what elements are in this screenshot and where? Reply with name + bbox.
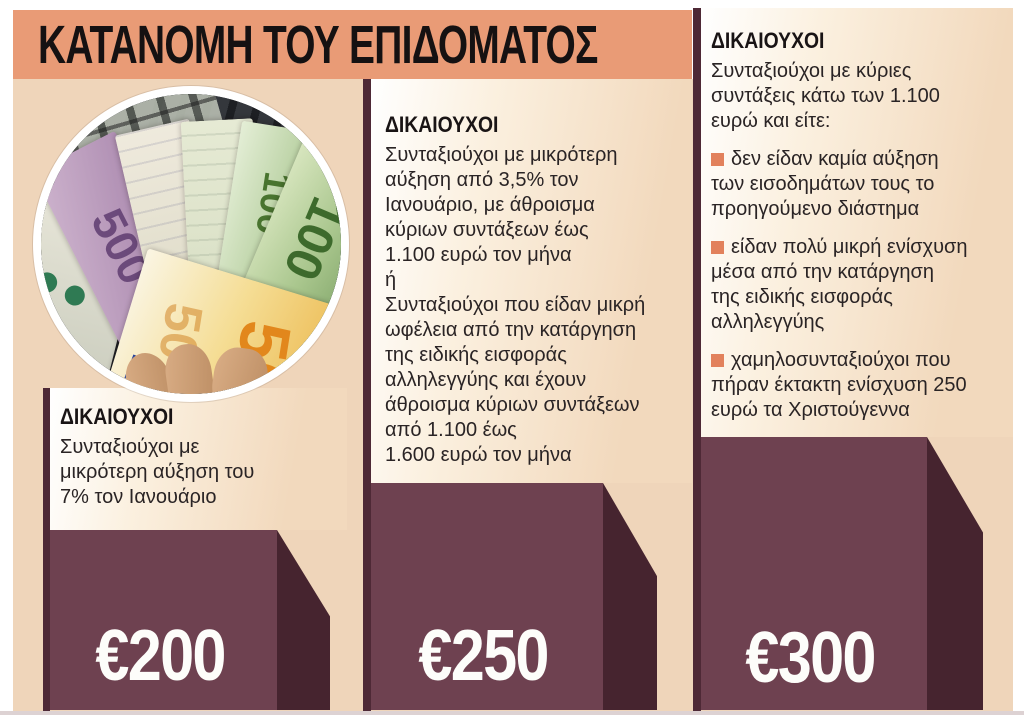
beneficiaries-paragraph-2: Συνταξιούχοι που είδαν μικρή ωφέλεια από… — [385, 294, 646, 466]
bullet-square-icon — [711, 153, 724, 166]
beneficiaries-paragraph-1: Συνταξιούχοι με μικρότερη αύξηση από 3,5… — [385, 144, 618, 266]
bar-200 — [43, 530, 330, 710]
beneficiaries-text-left: Συνταξιούχοι με μικρότερη αύξηση του 7% … — [60, 436, 255, 508]
left-text-panel — [50, 388, 347, 530]
left-divider-bar — [43, 388, 50, 711]
right-text-panel — [701, 8, 1013, 437]
hand — [118, 341, 309, 394]
title-banner: ΚΑΤΑΝΟΜΗ ΤΟΥ ΕΠΙΔΟΜΑΤΟΣ — [13, 10, 692, 79]
middle-column-text: ΔΙΚΑΙΟΥΧΟΙ Συνταξιούχοι με μικρότερη αύξ… — [385, 112, 685, 468]
page-title: ΚΑΤΑΝΟΜΗ ΤΟΥ ΕΠΙΔΟΜΑΤΟΣ — [38, 14, 598, 75]
thumb — [208, 344, 272, 394]
amount-label-300: €300 — [745, 618, 876, 698]
beneficiaries-heading-right: ΔΙΚΑΙΟΥΧΟΙ — [711, 28, 825, 53]
beneficiaries-heading-left: ΔΙΚΑΙΟΥΧΟΙ — [60, 404, 174, 429]
left-column-text: ΔΙΚΑΙΟΥΧΟΙ Συνταξιούχοι με μικρότερη αύξ… — [60, 404, 310, 510]
bar-250 — [363, 483, 657, 710]
bar-250-face — [363, 483, 603, 710]
bullet-square-icon — [711, 354, 724, 367]
beneficiaries-heading-middle: ΔΙΚΑΙΟΥΧΟΙ — [385, 112, 499, 137]
bar-250-side — [603, 483, 657, 710]
middle-divider-bar — [363, 79, 371, 711]
right-column-text: ΔΙΚΑΙΟΥΧΟΙ Συνταξιούχοι με κύριες συντάξ… — [711, 28, 1011, 423]
bar-200-face — [43, 530, 277, 710]
right-divider-bar — [693, 8, 701, 711]
bar-300-side — [927, 437, 983, 710]
bar-300-face — [693, 437, 927, 710]
middle-text-panel — [371, 79, 692, 483]
bullet-text: δεν είδαν καμία αύξηση των εισοδημάτων τ… — [711, 148, 939, 220]
bottom-rule — [0, 711, 1024, 715]
conjunction-or: ή — [385, 269, 397, 291]
bar-200-side — [277, 530, 330, 710]
bullet-text: χαμηλοσυνταξιούχοι που πήραν έκτακτη ενί… — [711, 349, 967, 421]
banknote-100-b-label: 100 — [272, 189, 349, 288]
bullet-square-icon — [711, 241, 724, 254]
bullet-item: χαμηλοσυνταξιούχοι που πήραν έκτακτη ενί… — [711, 348, 1011, 423]
bullet-text: είδαν πολύ μικρή ενίσχυση μέσα από την κ… — [711, 236, 968, 333]
amount-label-250: €250 — [418, 616, 549, 696]
euro-banknotes-photo: 500 100 100 50 50 — [33, 86, 349, 402]
finger — [161, 341, 219, 394]
bar-300 — [693, 437, 983, 710]
bullet-item: δεν είδαν καμία αύξηση των εισοδημάτων τ… — [711, 147, 1011, 222]
bullet-item: είδαν πολύ μικρή ενίσχυση μέσα από την κ… — [711, 235, 1011, 335]
beneficiaries-intro-right: Συνταξιούχοι με κύριες συντάξεις κάτω τω… — [711, 60, 940, 132]
amount-label-200: €200 — [95, 616, 226, 696]
